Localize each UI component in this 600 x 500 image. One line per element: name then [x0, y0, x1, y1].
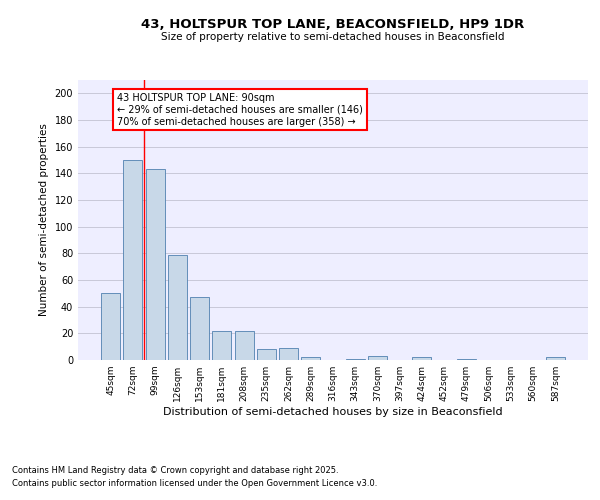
Bar — [124, 160, 142, 360]
Bar — [168, 254, 187, 360]
Bar — [368, 356, 387, 360]
Text: Contains public sector information licensed under the Open Government Licence v3: Contains public sector information licen… — [12, 478, 377, 488]
Bar — [279, 348, 298, 360]
Y-axis label: Number of semi-detached properties: Number of semi-detached properties — [39, 124, 49, 316]
Text: Size of property relative to semi-detached houses in Beaconsfield: Size of property relative to semi-detach… — [161, 32, 505, 42]
Bar — [101, 294, 120, 360]
Text: Contains HM Land Registry data © Crown copyright and database right 2025.: Contains HM Land Registry data © Crown c… — [12, 466, 338, 475]
Text: 43 HOLTSPUR TOP LANE: 90sqm
← 29% of semi-detached houses are smaller (146)
70% : 43 HOLTSPUR TOP LANE: 90sqm ← 29% of sem… — [118, 94, 363, 126]
Bar — [346, 358, 365, 360]
Bar — [146, 170, 164, 360]
Bar — [212, 330, 231, 360]
Bar — [257, 350, 276, 360]
Bar — [546, 358, 565, 360]
Bar — [301, 358, 320, 360]
Bar — [235, 330, 254, 360]
Bar — [412, 358, 431, 360]
Text: 43, HOLTSPUR TOP LANE, BEACONSFIELD, HP9 1DR: 43, HOLTSPUR TOP LANE, BEACONSFIELD, HP9… — [142, 18, 524, 30]
Bar — [457, 358, 476, 360]
Bar — [190, 298, 209, 360]
X-axis label: Distribution of semi-detached houses by size in Beaconsfield: Distribution of semi-detached houses by … — [163, 407, 503, 417]
